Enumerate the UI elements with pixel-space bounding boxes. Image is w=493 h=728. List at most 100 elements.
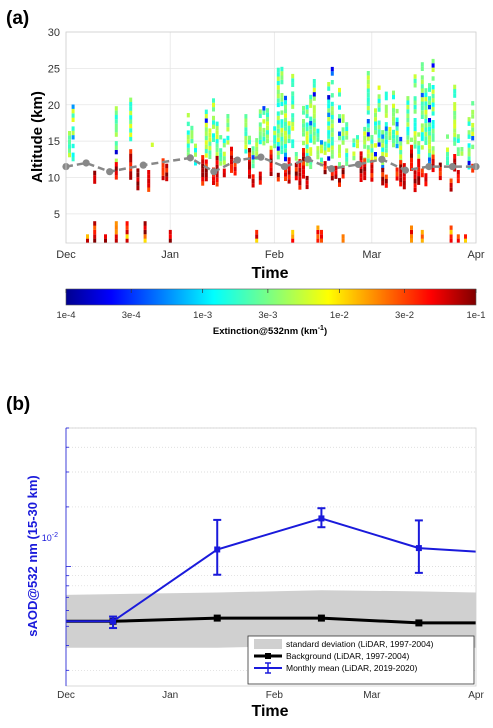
- extinction-cell: [384, 139, 388, 144]
- extinction-cell: [284, 139, 287, 144]
- extinction-cell: [204, 135, 208, 141]
- extinction-cell: [280, 93, 284, 98]
- extinction-cell: [215, 173, 219, 178]
- extinction-cell: [392, 108, 395, 113]
- extinction-cell: [413, 126, 417, 132]
- extinction-cell: [338, 87, 341, 93]
- extinction-cell: [114, 221, 118, 226]
- extinction-cell: [431, 63, 435, 68]
- extinction-cell: [327, 103, 331, 109]
- extinction-cell: [453, 158, 457, 163]
- extinction-cell: [320, 234, 323, 239]
- extinction-cell: [359, 151, 363, 156]
- extinction-cell: [417, 163, 421, 168]
- extinction-cell: [338, 92, 341, 97]
- extinction-cell: [330, 136, 334, 142]
- extinction-cell: [363, 158, 367, 163]
- extinction-cell: [352, 142, 356, 148]
- extinction-cell: [363, 140, 367, 145]
- extinction-cell: [467, 134, 471, 139]
- extinction-cell: [345, 126, 349, 131]
- extinction-cell: [399, 136, 403, 142]
- extinction-cell: [208, 145, 212, 151]
- extinction-cell: [244, 127, 248, 132]
- extinction-cell: [125, 225, 129, 230]
- extinction-cell: [312, 109, 316, 114]
- extinction-cell: [431, 120, 435, 125]
- extinction-cell: [309, 151, 313, 156]
- extinction-cell: [377, 133, 381, 138]
- extinction-cell: [302, 156, 305, 162]
- extinction-cell: [338, 162, 341, 167]
- extinction-cell: [147, 183, 151, 188]
- extinction-cell: [330, 101, 334, 107]
- extinction-cell: [204, 159, 208, 164]
- extinction-cell: [471, 144, 475, 150]
- extinction-cell: [230, 159, 233, 165]
- extinction-cell: [363, 135, 367, 141]
- extinction-cell: [323, 165, 327, 170]
- extinction-cell: [312, 79, 316, 84]
- extinction-cell: [420, 97, 424, 102]
- extinction-cell: [212, 137, 215, 142]
- monthly-mean-marker: [214, 546, 221, 553]
- extinction-cell: [413, 174, 417, 179]
- extinction-cell: [114, 128, 118, 133]
- extinction-cell: [186, 130, 190, 135]
- extinction-cell: [359, 155, 363, 161]
- extinction-cell: [395, 171, 399, 177]
- extinction-cell: [453, 141, 457, 146]
- extinction-cell: [276, 137, 280, 142]
- extinction-cell: [266, 112, 269, 117]
- extinction-cell: [467, 121, 471, 126]
- extinction-cell: [165, 176, 169, 182]
- extinction-cell: [428, 157, 431, 162]
- monthly-mean-line: [66, 517, 477, 623]
- extinction-cell: [366, 119, 370, 124]
- extinction-cell: [212, 176, 215, 181]
- extinction-cell: [370, 135, 374, 140]
- extinction-cell: [345, 157, 349, 162]
- extinction-cell: [305, 122, 309, 127]
- extinction-cell: [417, 176, 421, 181]
- extinction-cell: [410, 149, 413, 154]
- extinction-cell: [320, 229, 323, 235]
- extinction-cell: [406, 131, 410, 136]
- extinction-cell: [417, 158, 421, 164]
- extinction-cell: [374, 112, 377, 118]
- extinction-cell: [244, 122, 248, 128]
- extinction-cell: [420, 79, 424, 85]
- extinction-cell: [356, 143, 359, 149]
- extinction-cell: [428, 148, 431, 153]
- extinction-cell: [71, 143, 75, 149]
- extinction-cell: [338, 149, 341, 154]
- extinction-cell: [68, 135, 71, 140]
- extinction-cell: [345, 152, 349, 158]
- extinction-cell: [302, 152, 305, 157]
- extinction-cell: [316, 128, 320, 134]
- extinction-cell: [280, 145, 284, 150]
- extinction-cell: [366, 136, 370, 141]
- monthly-mean-marker: [415, 545, 422, 552]
- extinction-cell: [420, 62, 424, 67]
- colorbar-tick-label: 1e-2: [330, 310, 349, 321]
- extinction-cell: [276, 102, 280, 108]
- extinction-cell: [345, 122, 349, 127]
- extinction-cell: [410, 137, 413, 142]
- extinction-cell: [413, 135, 417, 140]
- extinction-cell: [392, 103, 395, 109]
- extinction-cell: [420, 168, 424, 173]
- extinction-cell: [327, 108, 331, 113]
- extinction-cell: [114, 175, 118, 180]
- extinction-cell: [431, 67, 435, 72]
- extinction-cell: [298, 185, 302, 190]
- extinction-cell: [341, 174, 345, 179]
- extinction-cell: [302, 169, 305, 175]
- colorbar: [65, 288, 477, 306]
- overlay-point: [106, 168, 114, 176]
- extinction-cell: [420, 234, 424, 239]
- extinction-cell: [204, 127, 208, 132]
- extinction-cell: [410, 144, 413, 150]
- extinction-cell: [363, 144, 367, 149]
- extinction-cell: [302, 127, 305, 133]
